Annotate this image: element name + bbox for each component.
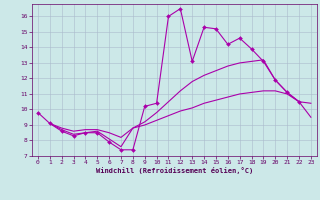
X-axis label: Windchill (Refroidissement éolien,°C): Windchill (Refroidissement éolien,°C) <box>96 167 253 174</box>
